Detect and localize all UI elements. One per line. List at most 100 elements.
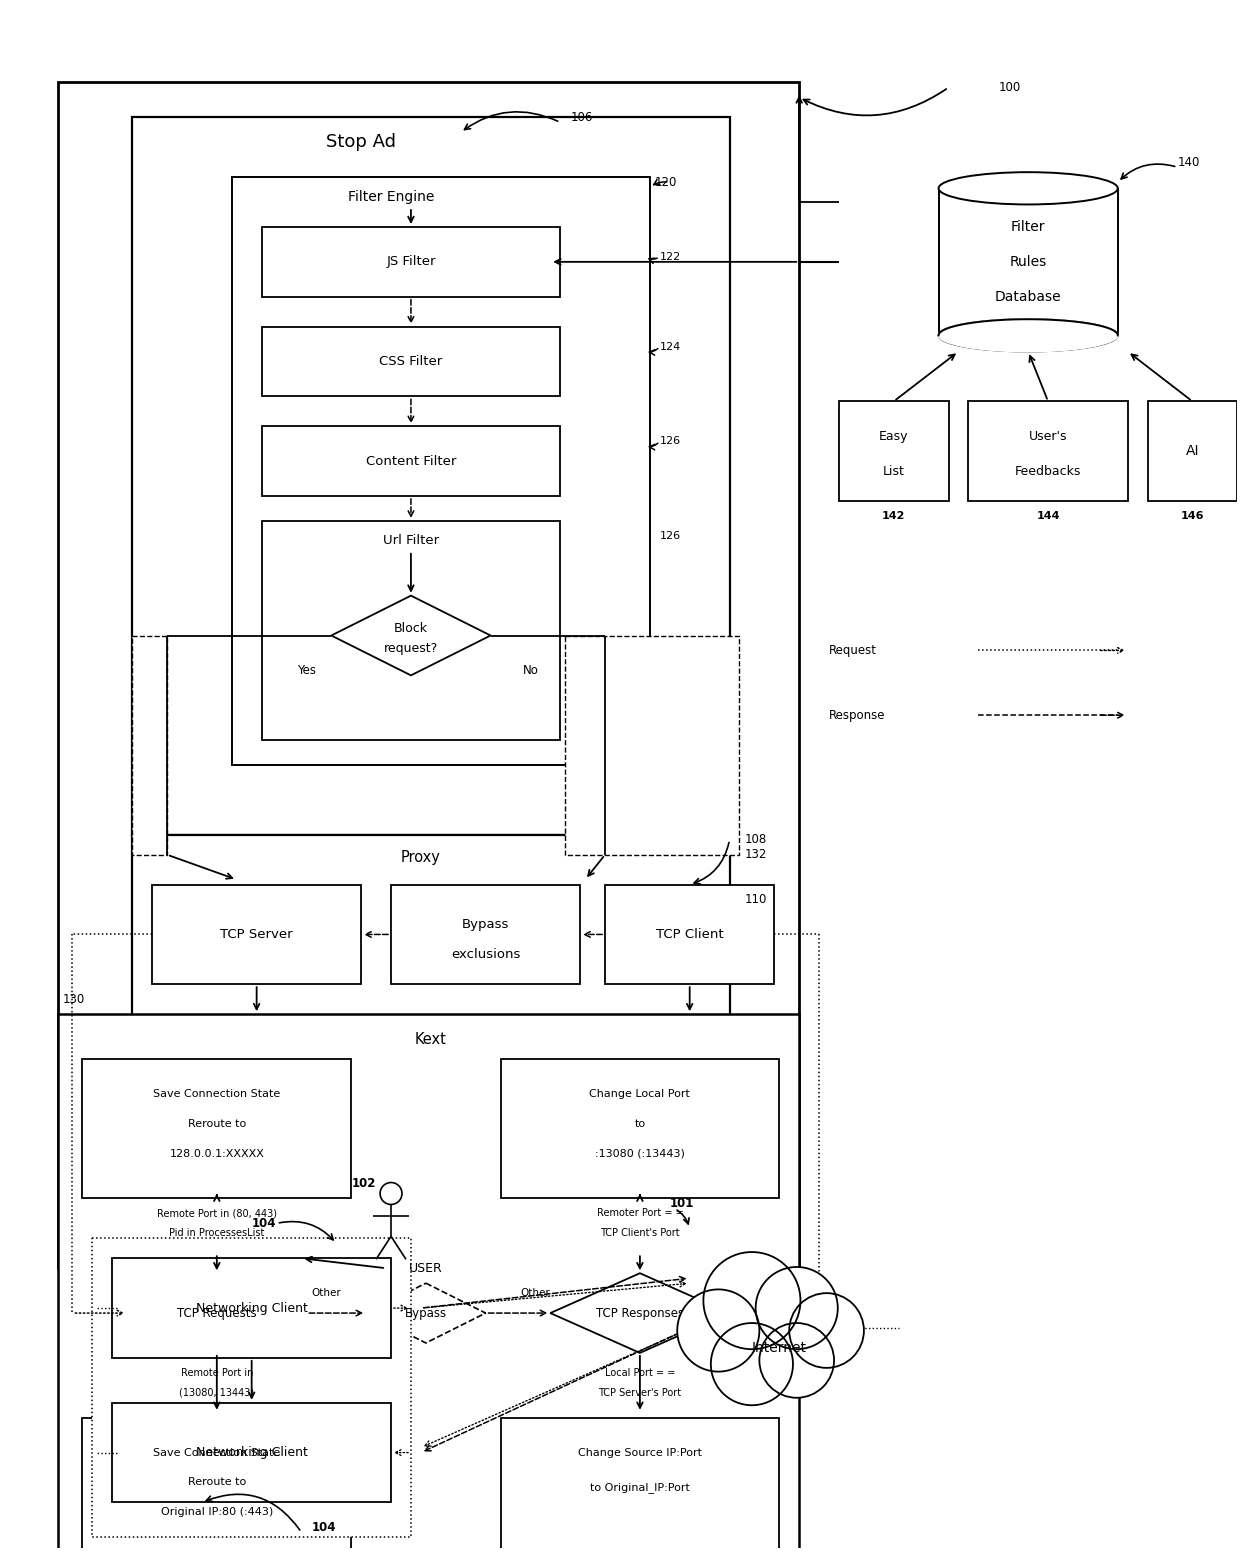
Text: TCP Server: TCP Server [221,927,293,941]
Polygon shape [128,1273,306,1352]
FancyBboxPatch shape [133,834,729,1024]
Ellipse shape [939,320,1117,352]
Text: to: to [635,1118,646,1129]
Circle shape [755,1267,838,1349]
Text: 120: 120 [655,175,677,189]
Text: TCP Requests: TCP Requests [177,1306,257,1320]
Text: JS Filter: JS Filter [386,256,435,268]
Text: Networking Client: Networking Client [196,1446,308,1459]
Text: No: No [522,664,538,676]
FancyBboxPatch shape [262,226,560,296]
Text: 106: 106 [570,110,593,124]
Text: Networking Client: Networking Client [196,1301,308,1315]
Text: 130: 130 [62,993,84,1005]
Text: :13080 (:13443): :13080 (:13443) [595,1149,684,1159]
Text: USER: USER [409,1261,443,1275]
Circle shape [711,1323,792,1405]
Text: Stop Ad: Stop Ad [326,133,396,152]
Text: Remote Port in: Remote Port in [181,1368,253,1377]
Text: Bypass: Bypass [404,1306,446,1320]
Text: Save Connection State: Save Connection State [154,1089,280,1098]
FancyBboxPatch shape [232,177,650,765]
Text: 102: 102 [352,1177,376,1190]
Text: Filter Engine: Filter Engine [348,191,434,205]
Text: 140: 140 [1178,155,1200,169]
Text: Filter: Filter [1011,220,1045,234]
Text: 122: 122 [660,251,681,262]
Text: Internet: Internet [751,1342,807,1356]
FancyBboxPatch shape [82,1059,351,1199]
Ellipse shape [937,318,1118,352]
Text: 126: 126 [660,436,681,447]
Text: Rules: Rules [1009,254,1047,268]
Text: 132: 132 [744,848,766,861]
Text: Other: Other [311,1289,341,1298]
Polygon shape [551,1273,729,1352]
FancyBboxPatch shape [113,1402,391,1503]
Text: (13080, 13443): (13080, 13443) [180,1388,254,1397]
FancyBboxPatch shape [133,118,729,834]
Text: Bypass: Bypass [463,918,510,931]
Text: TCP Client's Port: TCP Client's Port [600,1228,680,1238]
Text: 124: 124 [660,341,681,352]
Circle shape [703,1252,801,1349]
Text: Remote Port in (80, 443): Remote Port in (80, 443) [156,1208,277,1219]
FancyBboxPatch shape [113,1258,391,1359]
Text: Change Source IP:Port: Change Source IP:Port [578,1447,702,1458]
Text: Remoter Port = =: Remoter Port = = [596,1208,683,1219]
Text: 100: 100 [998,81,1021,95]
Text: request?: request? [384,642,438,655]
FancyBboxPatch shape [501,1059,779,1199]
FancyBboxPatch shape [262,327,560,397]
Polygon shape [366,1283,486,1343]
Circle shape [381,1182,402,1205]
Circle shape [759,1323,835,1397]
Text: Block: Block [394,622,428,634]
FancyBboxPatch shape [939,188,1117,335]
Text: Original IP:80 (:443): Original IP:80 (:443) [161,1508,273,1517]
Text: Yes: Yes [296,664,316,676]
Text: 104: 104 [311,1522,336,1534]
FancyBboxPatch shape [262,521,560,740]
Text: 142: 142 [882,510,905,521]
Text: TCP Responses: TCP Responses [596,1306,684,1320]
Text: Reroute to: Reroute to [187,1118,246,1129]
Text: AI: AI [1185,444,1199,458]
Text: to Original_IP:Port: to Original_IP:Port [590,1483,689,1494]
FancyBboxPatch shape [605,884,774,985]
FancyBboxPatch shape [57,1014,800,1551]
Text: TCP Client: TCP Client [656,927,723,941]
Text: 146: 146 [1180,510,1204,521]
Text: CSS Filter: CSS Filter [379,355,443,368]
FancyBboxPatch shape [262,427,560,496]
Text: Url Filter: Url Filter [383,535,439,548]
FancyBboxPatch shape [968,402,1127,501]
Text: 104: 104 [252,1218,277,1230]
Text: Easy: Easy [879,430,909,442]
Text: Change Local Port: Change Local Port [589,1089,691,1098]
FancyBboxPatch shape [839,402,949,501]
FancyBboxPatch shape [57,82,800,1269]
FancyBboxPatch shape [133,636,167,855]
Circle shape [677,1289,759,1371]
Text: Response: Response [830,709,885,721]
Text: Pid in ProcessesList: Pid in ProcessesList [169,1228,264,1238]
Text: User's: User's [1029,430,1068,442]
Text: Reroute to: Reroute to [187,1478,246,1487]
FancyBboxPatch shape [82,1418,351,1551]
FancyBboxPatch shape [153,884,361,985]
FancyBboxPatch shape [1148,402,1238,501]
FancyBboxPatch shape [391,884,580,985]
Polygon shape [331,596,491,675]
Text: 144: 144 [1037,510,1060,521]
Text: 128.0.0.1:XXXXX: 128.0.0.1:XXXXX [170,1149,264,1159]
Text: Other: Other [521,1289,551,1298]
FancyBboxPatch shape [92,1238,410,1537]
Text: Proxy: Proxy [401,850,441,865]
Text: TCP Server's Port: TCP Server's Port [599,1388,682,1397]
Circle shape [789,1294,864,1368]
Text: Kext: Kext [415,1031,446,1047]
Text: 108: 108 [744,833,766,847]
Text: Local Port = =: Local Port = = [605,1368,675,1377]
Text: List: List [883,465,905,478]
